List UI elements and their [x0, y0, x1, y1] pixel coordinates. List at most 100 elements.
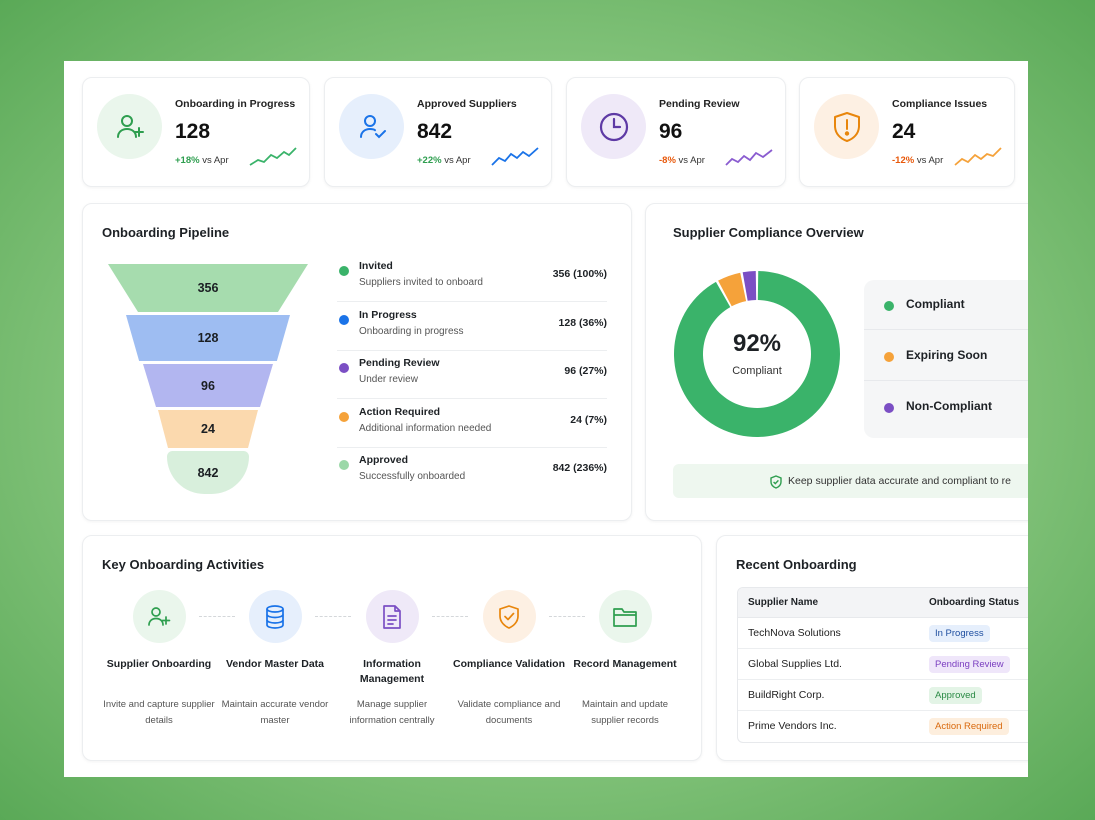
activity-name: Compliance Validation: [452, 658, 566, 670]
stage-dot: [339, 460, 349, 470]
status-badge: Approved: [929, 687, 982, 704]
status-badge: In Progress: [929, 625, 990, 642]
donut-center-value: 92%: [732, 330, 782, 357]
table-row[interactable]: Prime Vendors Inc. Action Required: [738, 711, 1028, 742]
activity-description: Maintain accurate vendor master: [221, 699, 329, 726]
kpi-card-pending[interactable]: Pending Review 96 -8% vs Apr: [566, 77, 786, 187]
column-header[interactable]: Onboarding Status: [929, 597, 1019, 608]
activity-step[interactable]: Supplier Onboarding Invite and capture s…: [101, 590, 217, 728]
dashboard-canvas: Onboarding in Progress 128 +18% vs Apr A…: [64, 61, 1028, 777]
activity-step[interactable]: Vendor Master Data Maintain accurate ven…: [217, 590, 333, 728]
funnel-segment: 96: [143, 364, 273, 407]
shield-check-icon: [482, 590, 536, 643]
legend-label: Compliant: [906, 297, 965, 311]
legend-dot: [884, 352, 894, 362]
activity-description: Manage supplier information centrally: [349, 699, 435, 726]
legend-label: Non-Compliant: [906, 399, 992, 413]
kpi-label: Compliance Issues: [892, 98, 988, 110]
recent-card: Recent Onboarding Supplier Name Onboardi…: [716, 535, 1028, 761]
stage-dot: [339, 363, 349, 373]
compliance-legend: Compliant Expiring Soon Non-Compliant: [864, 280, 1028, 438]
sparkline-icon: [725, 149, 773, 166]
funnel-segment: 356: [108, 264, 308, 312]
step-connector: [432, 616, 468, 617]
funnel-segment: 24: [158, 410, 258, 448]
activity-name: Supplier Onboarding: [106, 658, 212, 670]
funnel-segment: 842: [167, 451, 249, 494]
stage-name: Invited: [359, 260, 393, 272]
supplier-name: BuildRight Corp.: [748, 689, 825, 701]
database-icon: [248, 590, 302, 643]
recent-title: Recent Onboarding: [736, 557, 857, 572]
kpi-value: 842: [417, 120, 453, 143]
stage-name: Pending Review: [359, 357, 440, 369]
kpi-value: 128: [175, 120, 211, 143]
supplier-name: Global Supplies Ltd.: [748, 658, 842, 670]
legend-item[interactable]: Compliant: [864, 280, 1028, 330]
legend-item[interactable]: Expiring Soon: [864, 331, 1028, 381]
stage-description: Onboarding in progress: [359, 325, 464, 337]
status-badge: Pending Review: [929, 656, 1010, 673]
folder-icon: [598, 590, 652, 643]
pipeline-title: Onboarding Pipeline: [102, 225, 230, 240]
stage-dot: [339, 266, 349, 276]
activity-name: Record Management: [573, 658, 677, 670]
document-icon: [365, 590, 419, 643]
stage-dot: [339, 314, 349, 325]
stage-count: 356 (100%): [552, 268, 607, 280]
status-badge: Action Required: [929, 718, 1009, 735]
shield-alert-icon: [814, 94, 879, 159]
donut-slice-expiring-soon[interactable]: [718, 272, 747, 307]
stage-row[interactable]: Pending Review Under review 96 (27%): [337, 351, 607, 399]
table-row[interactable]: TechNova Solutions In Progress: [738, 618, 1028, 649]
stage-name: Approved: [359, 454, 409, 466]
activity-description: Maintain and update supplier records: [581, 699, 669, 726]
stage-description: Successfully onboarded: [359, 471, 466, 482]
activity-name: Information Management: [359, 658, 425, 685]
supplier-name: TechNova Solutions: [748, 627, 841, 639]
sparkline-icon: [249, 147, 297, 166]
donut-slice-compliant[interactable]: [674, 271, 840, 437]
recent-table: Supplier Name Onboarding Status TechNova…: [737, 587, 1028, 743]
stage-description: Additional information needed: [359, 422, 492, 434]
table-row[interactable]: Global Supplies Ltd. Pending Review: [738, 649, 1028, 680]
kpi-change: +22% vs Apr: [417, 155, 471, 166]
stage-row[interactable]: Approved Successfully onboarded 842 (236…: [337, 448, 607, 496]
compliance-card: Supplier Compliance Overview 92% Complia…: [645, 203, 1028, 521]
activity-step[interactable]: Record Management Maintain and update su…: [567, 590, 683, 728]
compliance-title: Supplier Compliance Overview: [673, 225, 864, 240]
activity-name: Vendor Master Data: [225, 658, 325, 670]
clock-icon: [581, 94, 646, 159]
stage-description: Under review: [359, 374, 418, 385]
stage-row[interactable]: In Progress Onboarding in progress 128 (…: [337, 303, 607, 351]
stage-row[interactable]: Invited Suppliers invited to onboard 356…: [337, 254, 607, 302]
step-connector: [315, 616, 351, 617]
activity-description: Validate compliance and documents: [457, 699, 561, 726]
legend-item[interactable]: Non-Compliant: [864, 382, 1028, 432]
kpi-value: 24: [892, 120, 916, 143]
stage-row[interactable]: Action Required Additional information n…: [337, 400, 607, 448]
kpi-card-approved[interactable]: Approved Suppliers 842 +22% vs Apr: [324, 77, 552, 187]
user-check-icon: [339, 94, 404, 159]
kpi-change: -8% vs Apr: [659, 155, 705, 166]
stage-count: 96 (27%): [564, 365, 607, 377]
kpi-card-compliance[interactable]: Compliance Issues 24 -12% vs Apr: [799, 77, 1015, 187]
activities-title: Key Onboarding Activities: [102, 557, 265, 572]
stage-count: 24 (7%): [570, 413, 607, 426]
compliance-note: Keep supplier data accurate and complian…: [673, 464, 1028, 498]
shield-check-icon: [770, 475, 782, 489]
stage-count: 842 (236%): [552, 462, 607, 474]
column-header[interactable]: Supplier Name: [748, 597, 819, 608]
activity-step[interactable]: Information Management Manage supplier i…: [334, 590, 450, 728]
stage-description: Suppliers invited to onboard: [359, 277, 483, 288]
sparkline-icon: [954, 147, 1002, 166]
donut-slice-non-compliant[interactable]: [742, 271, 757, 301]
kpi-change: -12% vs Apr: [892, 155, 944, 166]
activity-step[interactable]: Compliance Validation Validate complianc…: [451, 590, 567, 728]
kpi-card-onboarding[interactable]: Onboarding in Progress 128 +18% vs Apr: [82, 77, 310, 187]
user-plus-icon: [97, 94, 162, 159]
stage-count: 128 (36%): [558, 316, 607, 329]
stage-name: In Progress: [359, 308, 417, 321]
table-row[interactable]: BuildRight Corp. Approved: [738, 680, 1028, 711]
supplier-name: Prime Vendors Inc.: [748, 720, 837, 732]
